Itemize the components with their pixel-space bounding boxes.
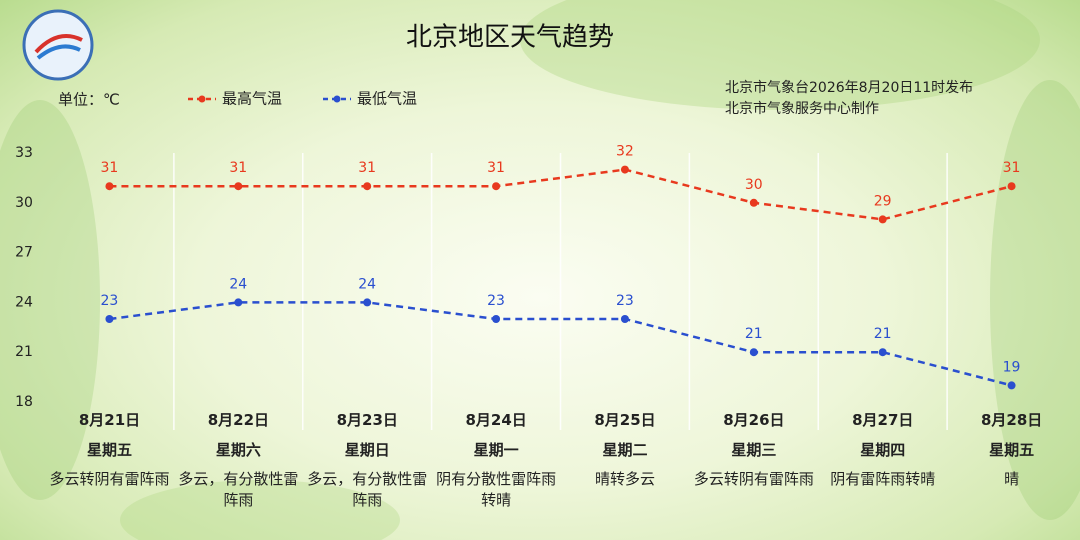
y-tick-label: 21 bbox=[15, 344, 33, 360]
value-label: 31 bbox=[101, 160, 119, 176]
date-label: 8月26日 bbox=[723, 411, 785, 429]
logo bbox=[22, 9, 94, 81]
data-point bbox=[1007, 381, 1016, 390]
value-label: 31 bbox=[1003, 160, 1021, 176]
series-line bbox=[109, 301, 1012, 387]
data-point bbox=[105, 182, 114, 191]
data-point bbox=[749, 198, 758, 207]
data-point bbox=[1007, 182, 1016, 191]
weather-label: 多云，有分散性雷阵雨 bbox=[178, 470, 299, 509]
date-label: 8月27日 bbox=[852, 411, 914, 429]
date-label: 8月21日 bbox=[78, 411, 141, 429]
legend-label: 最高气温 bbox=[222, 90, 282, 108]
leaf-decor bbox=[120, 480, 400, 540]
weather-label: 多云转阴有雷阵雨 bbox=[49, 470, 170, 488]
data-point bbox=[234, 298, 243, 307]
value-label: 23 bbox=[487, 293, 505, 309]
value-label: 29 bbox=[874, 193, 892, 209]
y-tick-label: 18 bbox=[15, 394, 33, 410]
weekday-label: 星期三 bbox=[731, 441, 777, 459]
data-point bbox=[492, 315, 501, 323]
legend-marker bbox=[198, 95, 206, 103]
chart-title: 北京地区天气趋势 bbox=[406, 23, 614, 53]
leaf-decor bbox=[520, 0, 1040, 110]
weekday-label: 星期五 bbox=[86, 441, 132, 459]
value-label: 23 bbox=[616, 293, 634, 309]
date-label: 8月28日 bbox=[980, 411, 1043, 429]
value-label: 21 bbox=[745, 326, 763, 342]
data-point bbox=[878, 348, 887, 357]
value-label: 31 bbox=[229, 160, 247, 176]
weather-label: 晴转多云 bbox=[594, 470, 655, 488]
date-label: 8月23日 bbox=[336, 411, 398, 429]
data-point bbox=[749, 348, 758, 357]
value-label: 19 bbox=[1003, 359, 1021, 375]
data-point bbox=[363, 182, 372, 191]
value-label: 24 bbox=[229, 276, 247, 292]
unit-label: 单位：℃ bbox=[58, 91, 120, 109]
weather-label: 多云转阴有雷阵雨 bbox=[693, 470, 814, 488]
series-line bbox=[109, 168, 1012, 221]
y-tick-label: 24 bbox=[15, 294, 33, 310]
weather-label: 晴 bbox=[1004, 470, 1020, 488]
data-point bbox=[492, 182, 501, 191]
value-label: 21 bbox=[874, 326, 892, 342]
publisher: 北京市气象服务中心制作 bbox=[725, 100, 879, 117]
weekday-label: 星期五 bbox=[989, 441, 1035, 459]
value-label: 31 bbox=[358, 160, 376, 176]
data-point bbox=[620, 165, 629, 174]
date-label: 8月22日 bbox=[207, 411, 270, 429]
data-point bbox=[620, 315, 629, 323]
date-label: 8月24日 bbox=[465, 411, 527, 429]
y-tick-label: 30 bbox=[15, 195, 33, 211]
value-label: 24 bbox=[358, 276, 376, 292]
value-label: 31 bbox=[487, 160, 505, 176]
data-point bbox=[363, 298, 372, 307]
weekday-label: 星期一 bbox=[473, 441, 519, 459]
data-point bbox=[105, 315, 114, 323]
data-point bbox=[234, 182, 243, 191]
weekday-label: 星期二 bbox=[602, 441, 648, 459]
legend-label: 最低气温 bbox=[357, 90, 417, 108]
value-label: 30 bbox=[745, 177, 763, 193]
y-tick-label: 33 bbox=[15, 145, 33, 161]
value-label: 32 bbox=[616, 144, 634, 160]
weather-label: 阴有分散性雷阵雨转晴 bbox=[436, 470, 557, 509]
data-point bbox=[878, 215, 887, 224]
weekday-label: 星期日 bbox=[344, 441, 390, 459]
legend-marker bbox=[333, 95, 341, 103]
weather-label: 多云，有分散性雷阵雨 bbox=[307, 470, 428, 509]
publisher: 北京市气象台2026年8月20日11时发布 bbox=[725, 79, 973, 96]
value-label: 23 bbox=[101, 293, 119, 309]
weather-label: 阴有雷阵雨转晴 bbox=[830, 470, 936, 488]
weekday-label: 星期四 bbox=[860, 441, 906, 459]
leaf-decor bbox=[0, 100, 100, 500]
date-label: 8月25日 bbox=[594, 411, 656, 429]
y-tick-label: 27 bbox=[15, 245, 33, 261]
weekday-label: 星期六 bbox=[215, 441, 261, 459]
